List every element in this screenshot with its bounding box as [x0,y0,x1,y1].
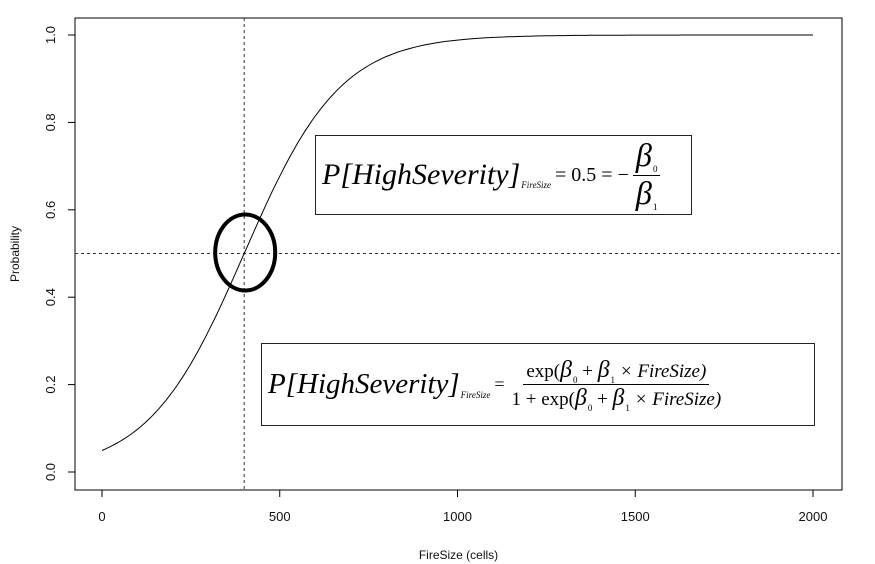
y-tick-label: 0.0 [43,463,58,481]
eq2-num-beta0-sub: 0 [572,375,578,385]
eq1-subscript: FireSize [521,180,551,190]
x-tick-label: 1000 [443,509,472,524]
eq2-num-plus: + [577,361,598,382]
x-tick-label: 0 [98,509,105,524]
y-axis-label: Probability [8,226,22,282]
eq1-beta1-sub: 1 [652,201,658,212]
eq2-den-beta1: β [612,385,625,411]
eq2-den-open: 1 + exp( [511,389,575,410]
y-tick-label: 0.4 [43,288,58,306]
x-tick-label: 2000 [799,509,828,524]
eq1-beta0: β [635,137,652,174]
eq2-num-beta1-sub: 1 [610,375,616,385]
eq1-fraction: β0 β1 [632,137,661,213]
eq1-lhs: P[HighSeverity] [322,158,521,191]
y-tick-label: 0.8 [43,113,58,131]
eq2-num-beta1: β [597,357,610,383]
eq2-num-beta0: β [560,357,572,383]
eq1-denominator: β1 [633,176,661,213]
logistic-equation: P[HighSeverity] FireSize = exp(β0 + β1 ×… [261,343,815,426]
x-tick-label: 1500 [621,509,650,524]
eq2-middle: = [494,374,505,394]
y-tick-label: 0.6 [43,201,58,219]
eq1-middle: = 0.5 = − [554,163,629,186]
x-axis-label: FireSize (cells) [419,548,498,562]
eq2-num-rest: × FireSize) [615,361,707,382]
eq2-num-open: exp( [526,361,561,382]
highlight-ellipse [213,212,278,293]
eq1-numerator: β0 [632,137,661,176]
threshold-equation: P[HighSeverity] FireSize = 0.5 = − β0 β1 [315,135,692,215]
logistic-curve [101,34,813,451]
eq2-den-beta0: β [574,385,587,411]
eq2-den-beta1-sub: 1 [625,403,630,413]
y-tick-label: 0.2 [43,376,58,394]
eq1-beta1: β [635,175,652,212]
eq2-lhs: P[HighSeverity] [268,368,460,400]
eq2-den-beta0-sub: 0 [587,403,593,413]
eq2-den-rest: × FireSize) [629,389,722,410]
eq1-beta0-sub: 0 [652,163,658,174]
eq2-fraction: exp(β0 + β1 × FireSize) 1 + exp(β0 + β1 … [509,357,725,413]
eq2-numerator: exp(β0 + β1 × FireSize) [523,357,710,385]
x-tick-label: 500 [269,509,291,524]
eq2-den-plus: + [592,389,613,410]
y-tick-label: 1.0 [43,26,58,44]
eq2-subscript: FireSize [460,389,491,400]
eq2-denominator: 1 + exp(β0 + β1 × FireSize) [509,385,725,413]
